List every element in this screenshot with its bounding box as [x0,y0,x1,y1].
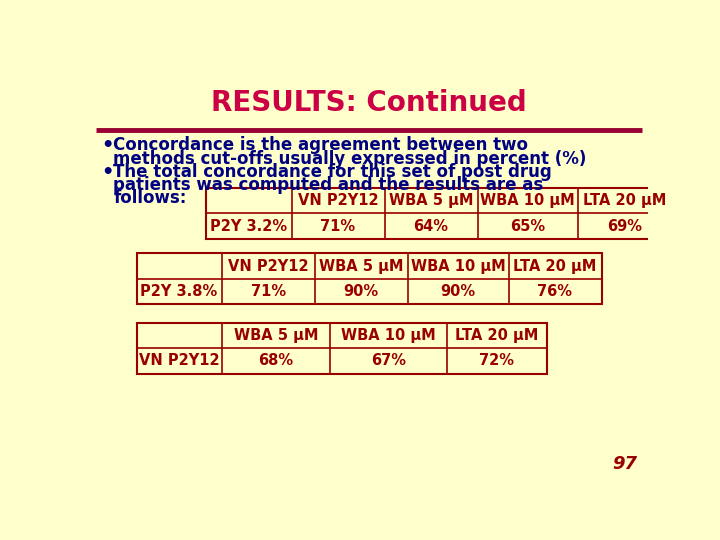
Text: •: • [101,163,113,181]
Text: VN P2Y12: VN P2Y12 [228,259,309,274]
Text: 71%: 71% [251,284,286,299]
Text: 67%: 67% [371,353,406,368]
Text: The total concordance for this set of post drug: The total concordance for this set of po… [113,163,552,180]
Text: 64%: 64% [413,219,449,234]
Text: 97: 97 [612,455,637,473]
Text: 90%: 90% [343,284,379,299]
Text: LTA 20 μM: LTA 20 μM [583,193,667,208]
Text: 72%: 72% [480,353,514,368]
Text: WBA 10 μM: WBA 10 μM [410,259,505,274]
Bar [206,188,671,239]
Bar [137,323,547,374]
Text: WBA 10 μM: WBA 10 μM [480,193,575,208]
Text: WBA 5 μM: WBA 5 μM [234,328,318,343]
Text: WBA 10 μM: WBA 10 μM [341,328,436,343]
Bar [137,253,601,304]
Text: LTA 20 μM: LTA 20 μM [455,328,539,343]
Text: LTA 20 μM: LTA 20 μM [513,259,597,274]
Text: 65%: 65% [510,219,546,234]
Text: •: • [101,137,113,156]
Text: 76%: 76% [538,284,572,299]
Text: VN P2Y12: VN P2Y12 [139,353,220,368]
Text: 90%: 90% [441,284,476,299]
Text: RESULTS: Continued: RESULTS: Continued [211,89,527,117]
Text: WBA 5 μM: WBA 5 μM [319,259,403,274]
Text: patients was computed and the results are as: patients was computed and the results ar… [113,176,544,194]
Text: WBA 5 μM: WBA 5 μM [389,193,473,208]
Text: P2Y 3.8%: P2Y 3.8% [140,284,217,299]
Text: methods cut-offs usually expressed in percent (%): methods cut-offs usually expressed in pe… [113,150,587,167]
Text: Concordance is the agreement between two: Concordance is the agreement between two [113,137,528,154]
Text: P2Y 3.2%: P2Y 3.2% [210,219,287,234]
Text: VN P2Y12: VN P2Y12 [297,193,378,208]
Text: follows:: follows: [113,189,186,207]
Text: 71%: 71% [320,219,356,234]
Text: 68%: 68% [258,353,294,368]
Text: 69%: 69% [607,219,642,234]
